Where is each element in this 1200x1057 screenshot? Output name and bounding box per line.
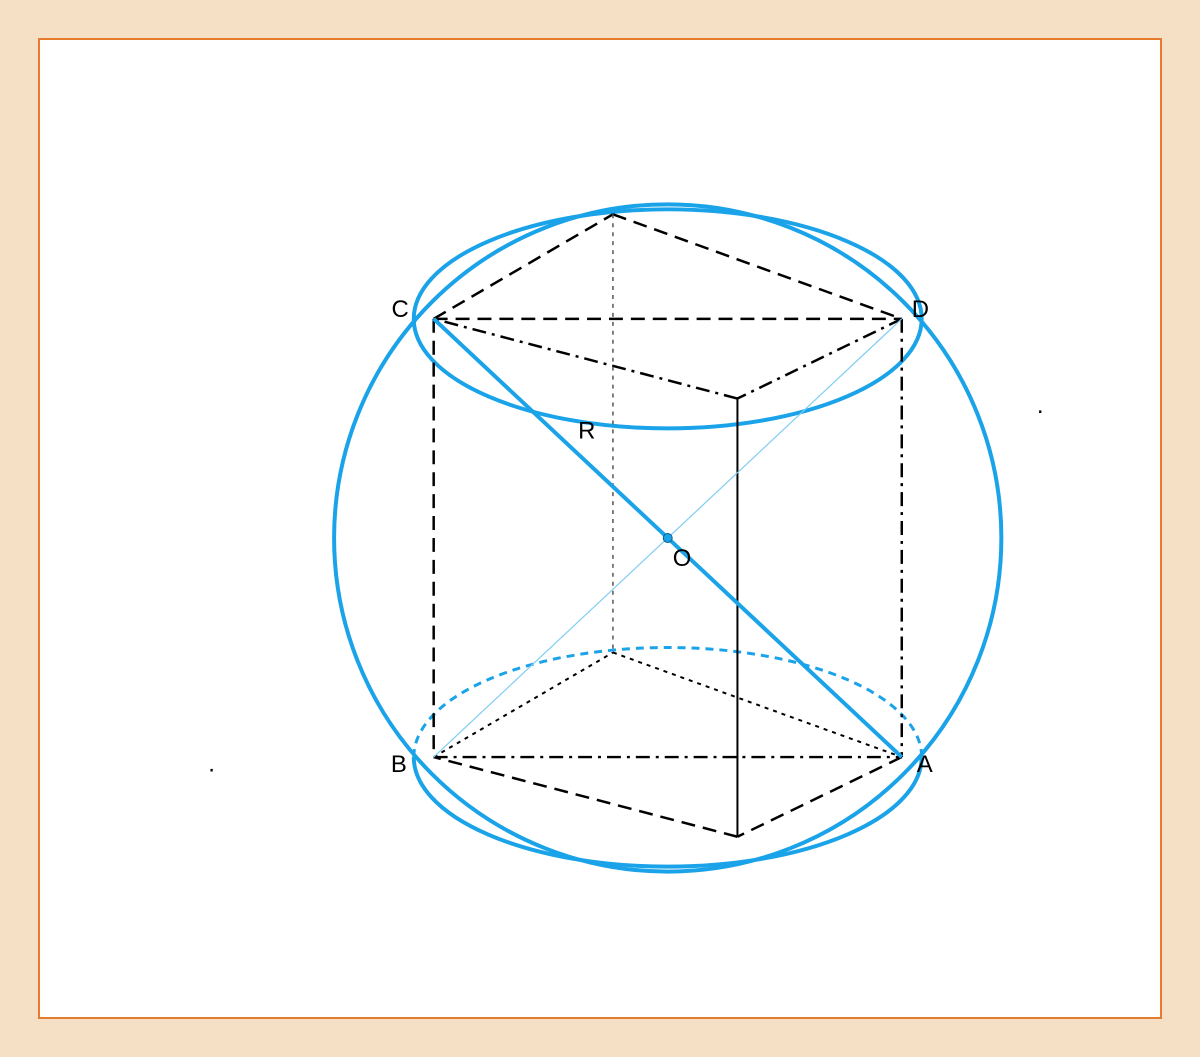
label-C: C: [392, 296, 409, 323]
label-B: B: [391, 751, 407, 778]
diagram-panel: C D A B O R · ·: [38, 38, 1162, 1019]
label-D: D: [912, 296, 929, 323]
svg-text:·: ·: [1036, 397, 1044, 424]
label-R: R: [578, 417, 595, 444]
page-outer: C D A B O R · ·: [0, 0, 1200, 1057]
label-O: O: [673, 545, 692, 572]
svg-text:·: ·: [208, 756, 216, 783]
top-ellipse-back: [414, 209, 922, 319]
label-A: A: [917, 751, 933, 778]
geometry-svg: C D A B O R · ·: [40, 40, 1160, 1017]
center-point-O: [663, 533, 672, 542]
bottom-ellipse-front: [414, 757, 922, 867]
